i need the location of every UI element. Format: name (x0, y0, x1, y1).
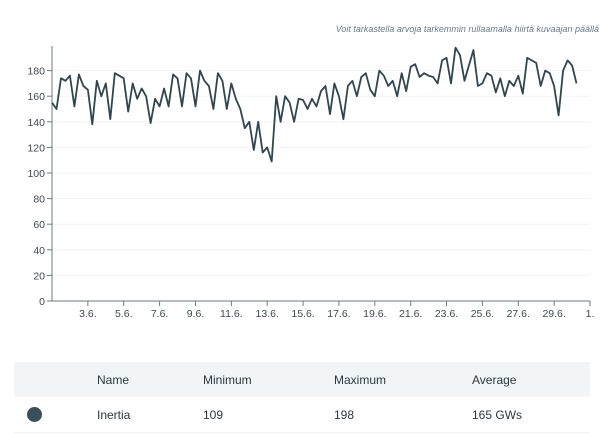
x-tick-label: 11.6. (220, 308, 243, 320)
y-tick-label: 140 (27, 117, 45, 129)
x-tick-label: 29.6. (542, 308, 565, 320)
x-tick-label: 25.6. (471, 308, 494, 320)
x-tick-label: 27.6. (507, 308, 530, 320)
series-line-inertia (51, 46, 578, 163)
x-tick-label: 3.6. (79, 308, 97, 320)
header-maximum: Maximum (334, 373, 387, 387)
x-tick-label: 7.6. (151, 308, 169, 320)
x-tick-label: 15.6. (291, 308, 314, 320)
header-minimum: Minimum (203, 373, 252, 387)
x-tick-label: 9.6. (187, 308, 205, 320)
inertia-chart[interactable]: 0 20 40 60 80 100 120 140 160 180 3.6. 5.6. 7.6. 9.6.… (0, 0, 605, 340)
x-tick-label: 17.6. (327, 308, 350, 320)
stats-table: Name Minimum Maximum Average Inertia 109… (14, 362, 590, 433)
series-color-dot[interactable] (27, 407, 42, 422)
x-tick-label: 1. (586, 308, 595, 320)
y-tick-label: 40 (33, 245, 45, 257)
table-row[interactable]: Inertia 109 198 165 GWs (14, 397, 590, 433)
x-tick-label: 21.6. (399, 308, 422, 320)
row-maximum: 198 (334, 408, 355, 422)
y-tick-label: 100 (27, 168, 45, 180)
chart-hint: Voit tarkastella arvoja tarkemmin rullaa… (335, 24, 599, 34)
row-minimum: 109 (203, 408, 224, 422)
y-tick-label: 80 (33, 194, 45, 206)
table-header: Name Minimum Maximum Average (14, 362, 590, 397)
header-average: Average (472, 373, 517, 387)
x-tick-label: 13.6. (256, 308, 279, 320)
x-tick-label: 19.6. (363, 308, 386, 320)
x-tick-label: 5.6. (115, 308, 133, 320)
y-tick-label: 0 (39, 296, 45, 308)
y-tick-label: 160 (27, 91, 45, 103)
row-name: Inertia (97, 408, 131, 422)
y-tick-label: 180 (27, 66, 45, 78)
y-tick-label: 60 (33, 219, 45, 231)
row-average: 165 GWs (472, 408, 523, 422)
y-tick-label: 20 (33, 270, 45, 282)
header-name: Name (97, 373, 130, 387)
y-tick-label: 120 (27, 142, 45, 154)
x-tick-label: 23.6. (435, 308, 458, 320)
